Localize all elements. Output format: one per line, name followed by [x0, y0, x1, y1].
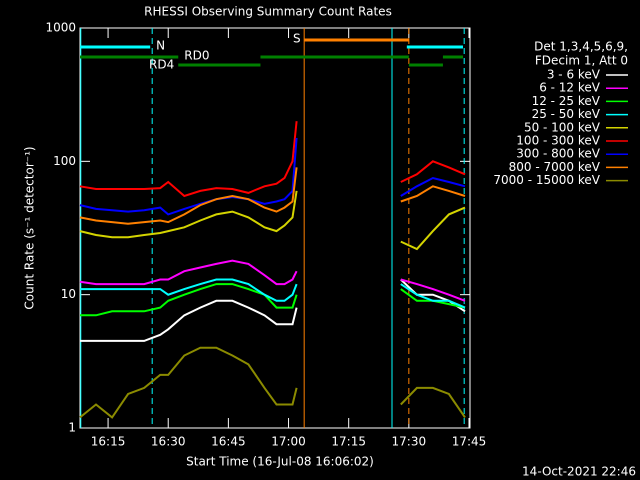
flag-label: S — [293, 32, 301, 46]
legend-label: 300 - 800 keV — [516, 147, 600, 161]
x-tick-label: 16:15 — [91, 435, 126, 449]
series-line — [80, 278, 466, 309]
series-line — [79, 346, 466, 419]
legend-header: FDecim 1, Att 0 — [535, 54, 628, 68]
legend-label: 800 - 7000 keV — [509, 160, 601, 174]
legend-label: 12 - 25 keV — [532, 94, 601, 108]
legend-label: 25 - 50 keV — [532, 107, 601, 121]
legend-label: 7000 - 15000 keV — [493, 173, 600, 187]
series-line — [79, 259, 466, 302]
x-tick-label: 16:30 — [151, 435, 186, 449]
y-axis-label: Count Rate (s⁻¹ detector⁻¹) — [23, 146, 37, 309]
x-tick-label: 17:30 — [392, 435, 427, 449]
series-line — [79, 167, 466, 225]
x-tick-label: 17:45 — [452, 435, 487, 449]
timestamp: 14-Oct-2021 22:46 — [522, 465, 636, 479]
flag-label: N — [156, 39, 165, 53]
flag-label: RD0 — [184, 49, 209, 63]
plot-frame — [79, 27, 471, 429]
y-tick-label: 10 — [61, 287, 76, 301]
y-tick-label: 1 — [68, 421, 76, 435]
series-line — [79, 137, 466, 216]
legend-label: 50 - 100 keV — [524, 120, 601, 134]
legend-label: 6 - 12 keV — [539, 81, 601, 95]
flag-label: RD4 — [149, 58, 174, 72]
legend-label: 100 - 300 keV — [516, 134, 600, 148]
chart-title: RHESSI Observing Summary Count Rates — [144, 5, 392, 19]
x-tick-label: 16:45 — [211, 435, 246, 449]
legend-header: Det 1,3,4,5,6,9, — [534, 40, 628, 54]
legend-label: 3 - 6 keV — [547, 68, 601, 82]
x-tick-label: 17:15 — [331, 435, 366, 449]
y-tick-label: 100 — [53, 154, 76, 168]
series-line — [79, 190, 466, 251]
series-line — [79, 121, 466, 198]
x-tick-label: 17:00 — [271, 435, 306, 449]
x-axis-label: Start Time (16-Jul-08 16:06:02) — [186, 455, 374, 469]
y-tick-label: 1000 — [45, 21, 76, 35]
